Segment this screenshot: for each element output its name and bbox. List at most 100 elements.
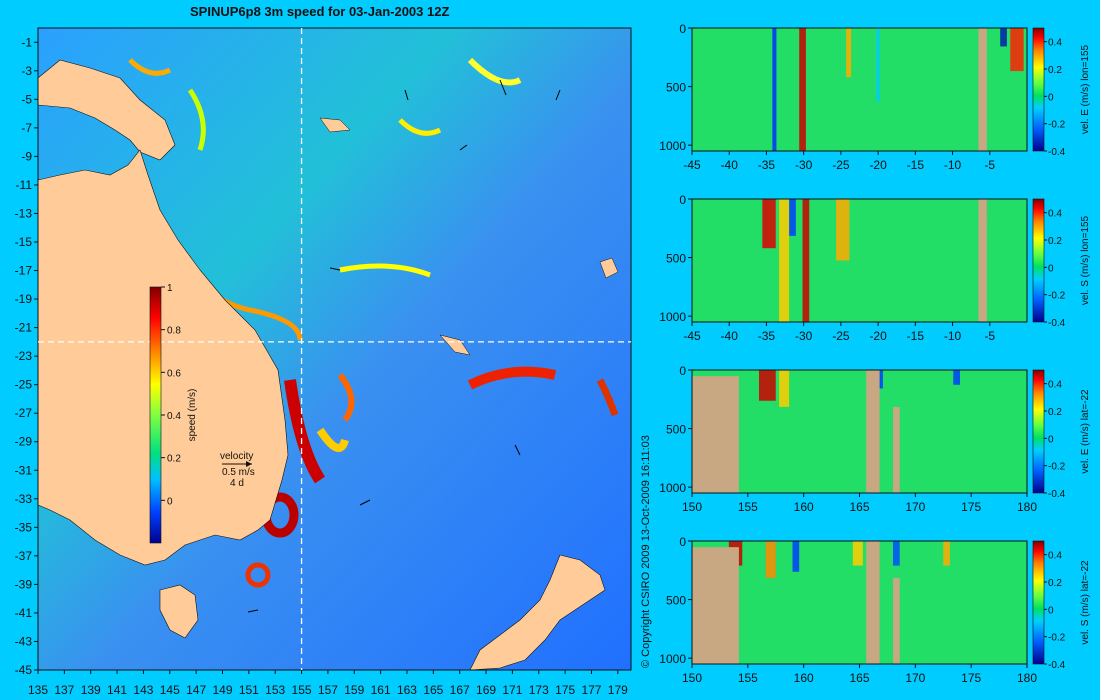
section-feature <box>759 370 776 401</box>
section-feature <box>943 541 950 566</box>
section-y-tick-label: 1000 <box>659 481 686 495</box>
map-y-tick-label: -25 <box>15 378 33 392</box>
section-colorbar-label: vel. S (m/s) lat=-22 <box>1080 560 1091 645</box>
map-x-tick-label: 173 <box>529 683 549 697</box>
map-x-tick-label: 141 <box>107 683 127 697</box>
section-x-tick-label: -10 <box>944 158 962 172</box>
map-y-tick-label: -13 <box>15 206 33 220</box>
speed-colorbar-tick-label: 0 <box>167 496 173 507</box>
section-x-tick-label: -35 <box>758 158 776 172</box>
section-land <box>893 406 900 493</box>
section-y-tick-label: 500 <box>666 423 686 437</box>
map-y-tick-label: -39 <box>15 577 33 591</box>
map-y-tick-label: -1 <box>21 35 32 49</box>
map-y-tick-label: -11 <box>16 178 33 192</box>
section-feature <box>852 541 863 566</box>
section-colorbar-label: vel. E (m/s) lon=155 <box>1080 44 1091 134</box>
section-x-tick-label: 170 <box>905 671 925 685</box>
section-colorbar-tick-label: 0.4 <box>1048 551 1062 562</box>
map-y-tick-label: -45 <box>15 663 33 677</box>
section-panel-2: -45 -40 -35 -30 -25 -20 -15 -10 -5 0 500 1000 -0.4 -0… <box>659 193 1091 343</box>
section-x-tick-label: 180 <box>1017 671 1037 685</box>
section-x-tick-label: -45 <box>683 329 701 343</box>
map-x-tick-label: 153 <box>265 683 285 697</box>
section-x-tick-label: 170 <box>905 500 925 514</box>
section-y-tick-label: 1000 <box>659 139 686 153</box>
section-y-tick-label: 500 <box>666 594 686 608</box>
section-x-tick-label: 150 <box>682 500 702 514</box>
section-colorbar-tick-label: -0.2 <box>1048 291 1066 302</box>
map-y-tick-label: -9 <box>21 149 32 163</box>
map-y-tick-label: -41 <box>15 606 33 620</box>
section-feature <box>836 199 850 261</box>
map-x-tick-label: 159 <box>344 683 364 697</box>
map-x-tick-label: 169 <box>476 683 496 697</box>
section-field <box>692 370 1027 493</box>
map-frame <box>37 27 632 671</box>
section-y-tick-label: 0 <box>679 364 686 378</box>
section-x-tick-label: 155 <box>738 671 758 685</box>
section-x-tick-label: 160 <box>794 500 814 514</box>
section-x-tick-label: 175 <box>961 671 981 685</box>
map-x-tick-label: 163 <box>397 683 417 697</box>
section-land <box>978 28 987 151</box>
section-colorbar-tick-label: -0.4 <box>1048 147 1066 158</box>
map-x-tick-label: 161 <box>371 683 391 697</box>
map-x-ticks: 135 137 139 141 143 145 147 149 151 153 155 157 159 1… <box>28 670 628 697</box>
section-x-tick-label: -45 <box>683 158 701 172</box>
speed-colorbar-tick-label: 0.8 <box>167 326 181 337</box>
section-frame <box>691 198 1028 323</box>
map-y-tick-label: -35 <box>15 520 33 534</box>
section-frame <box>691 27 1028 152</box>
section-land <box>893 577 900 664</box>
speed-colorbar-tick-label: 0.2 <box>167 454 181 465</box>
section-feature <box>799 28 806 151</box>
section-x-tick-label: -5 <box>984 329 995 343</box>
map-y-ticks: -1 -3 -5 -7 -9 -11 -13 -15 -17 -19 -21 -23 -25 -27 -29… <box>15 35 38 677</box>
section-x-tick-label: 160 <box>794 671 814 685</box>
section-feature <box>779 370 790 407</box>
map-x-tick-label: 171 <box>502 683 522 697</box>
section-colorbar-tick-label: 0.2 <box>1048 236 1062 247</box>
map-y-tick-label: -29 <box>15 435 33 449</box>
section-land <box>978 199 987 322</box>
section-x-tick-label: -15 <box>907 158 925 172</box>
section-x-tick-label: -40 <box>721 329 739 343</box>
land <box>37 59 619 671</box>
section-colorbar-tick-label: 0.4 <box>1048 380 1062 391</box>
section-panel-1: -45 -40 -35 -30 -25 -20 -15 -10 -5 0 500 1000 -0.4 -0… <box>659 22 1091 172</box>
map-x-tick-label: 179 <box>608 683 628 697</box>
section-x-tick-label: 175 <box>961 500 981 514</box>
section-colorbar-tick-label: 0.2 <box>1048 65 1062 76</box>
section-colorbar <box>1032 369 1045 494</box>
map-x-tick-label: 175 <box>555 683 575 697</box>
map-x-tick-label: 137 <box>54 683 74 697</box>
section-land <box>692 376 739 493</box>
map-x-tick-label: 149 <box>212 683 232 697</box>
section-colorbar-tick-label: -0.2 <box>1048 120 1066 131</box>
section-x-tick-label: -15 <box>907 329 925 343</box>
section-colorbar-tick-label: -0.2 <box>1048 462 1066 473</box>
section-colorbar-tick-label: 0 <box>1048 605 1054 616</box>
section-y-tick-label: 0 <box>679 535 686 549</box>
map-y-tick-label: -23 <box>15 349 33 363</box>
map-x-tick-label: 155 <box>292 683 312 697</box>
map-x-tick-label: 139 <box>81 683 101 697</box>
velocity-key-arrowhead <box>246 461 252 467</box>
section-y-tick-label: 0 <box>679 22 686 36</box>
section-feature <box>762 199 776 249</box>
speed-colorbar-tick-label: 1 <box>167 283 173 294</box>
section-colorbar-tick-label: 0.4 <box>1048 38 1062 49</box>
section-x-tick-label: -20 <box>869 329 887 343</box>
section-x-tick-label: -10 <box>944 329 962 343</box>
section-x-tick-label: 180 <box>1017 500 1037 514</box>
map-x-tick-label: 157 <box>318 683 338 697</box>
map-y-tick-label: -15 <box>15 235 33 249</box>
section-feature <box>893 541 900 566</box>
section-y-tick-label: 500 <box>666 81 686 95</box>
section-feature <box>792 541 800 572</box>
section-feature <box>789 199 796 236</box>
map-x-tick-label: 151 <box>239 683 259 697</box>
velocity-key-label: velocity <box>220 451 253 462</box>
